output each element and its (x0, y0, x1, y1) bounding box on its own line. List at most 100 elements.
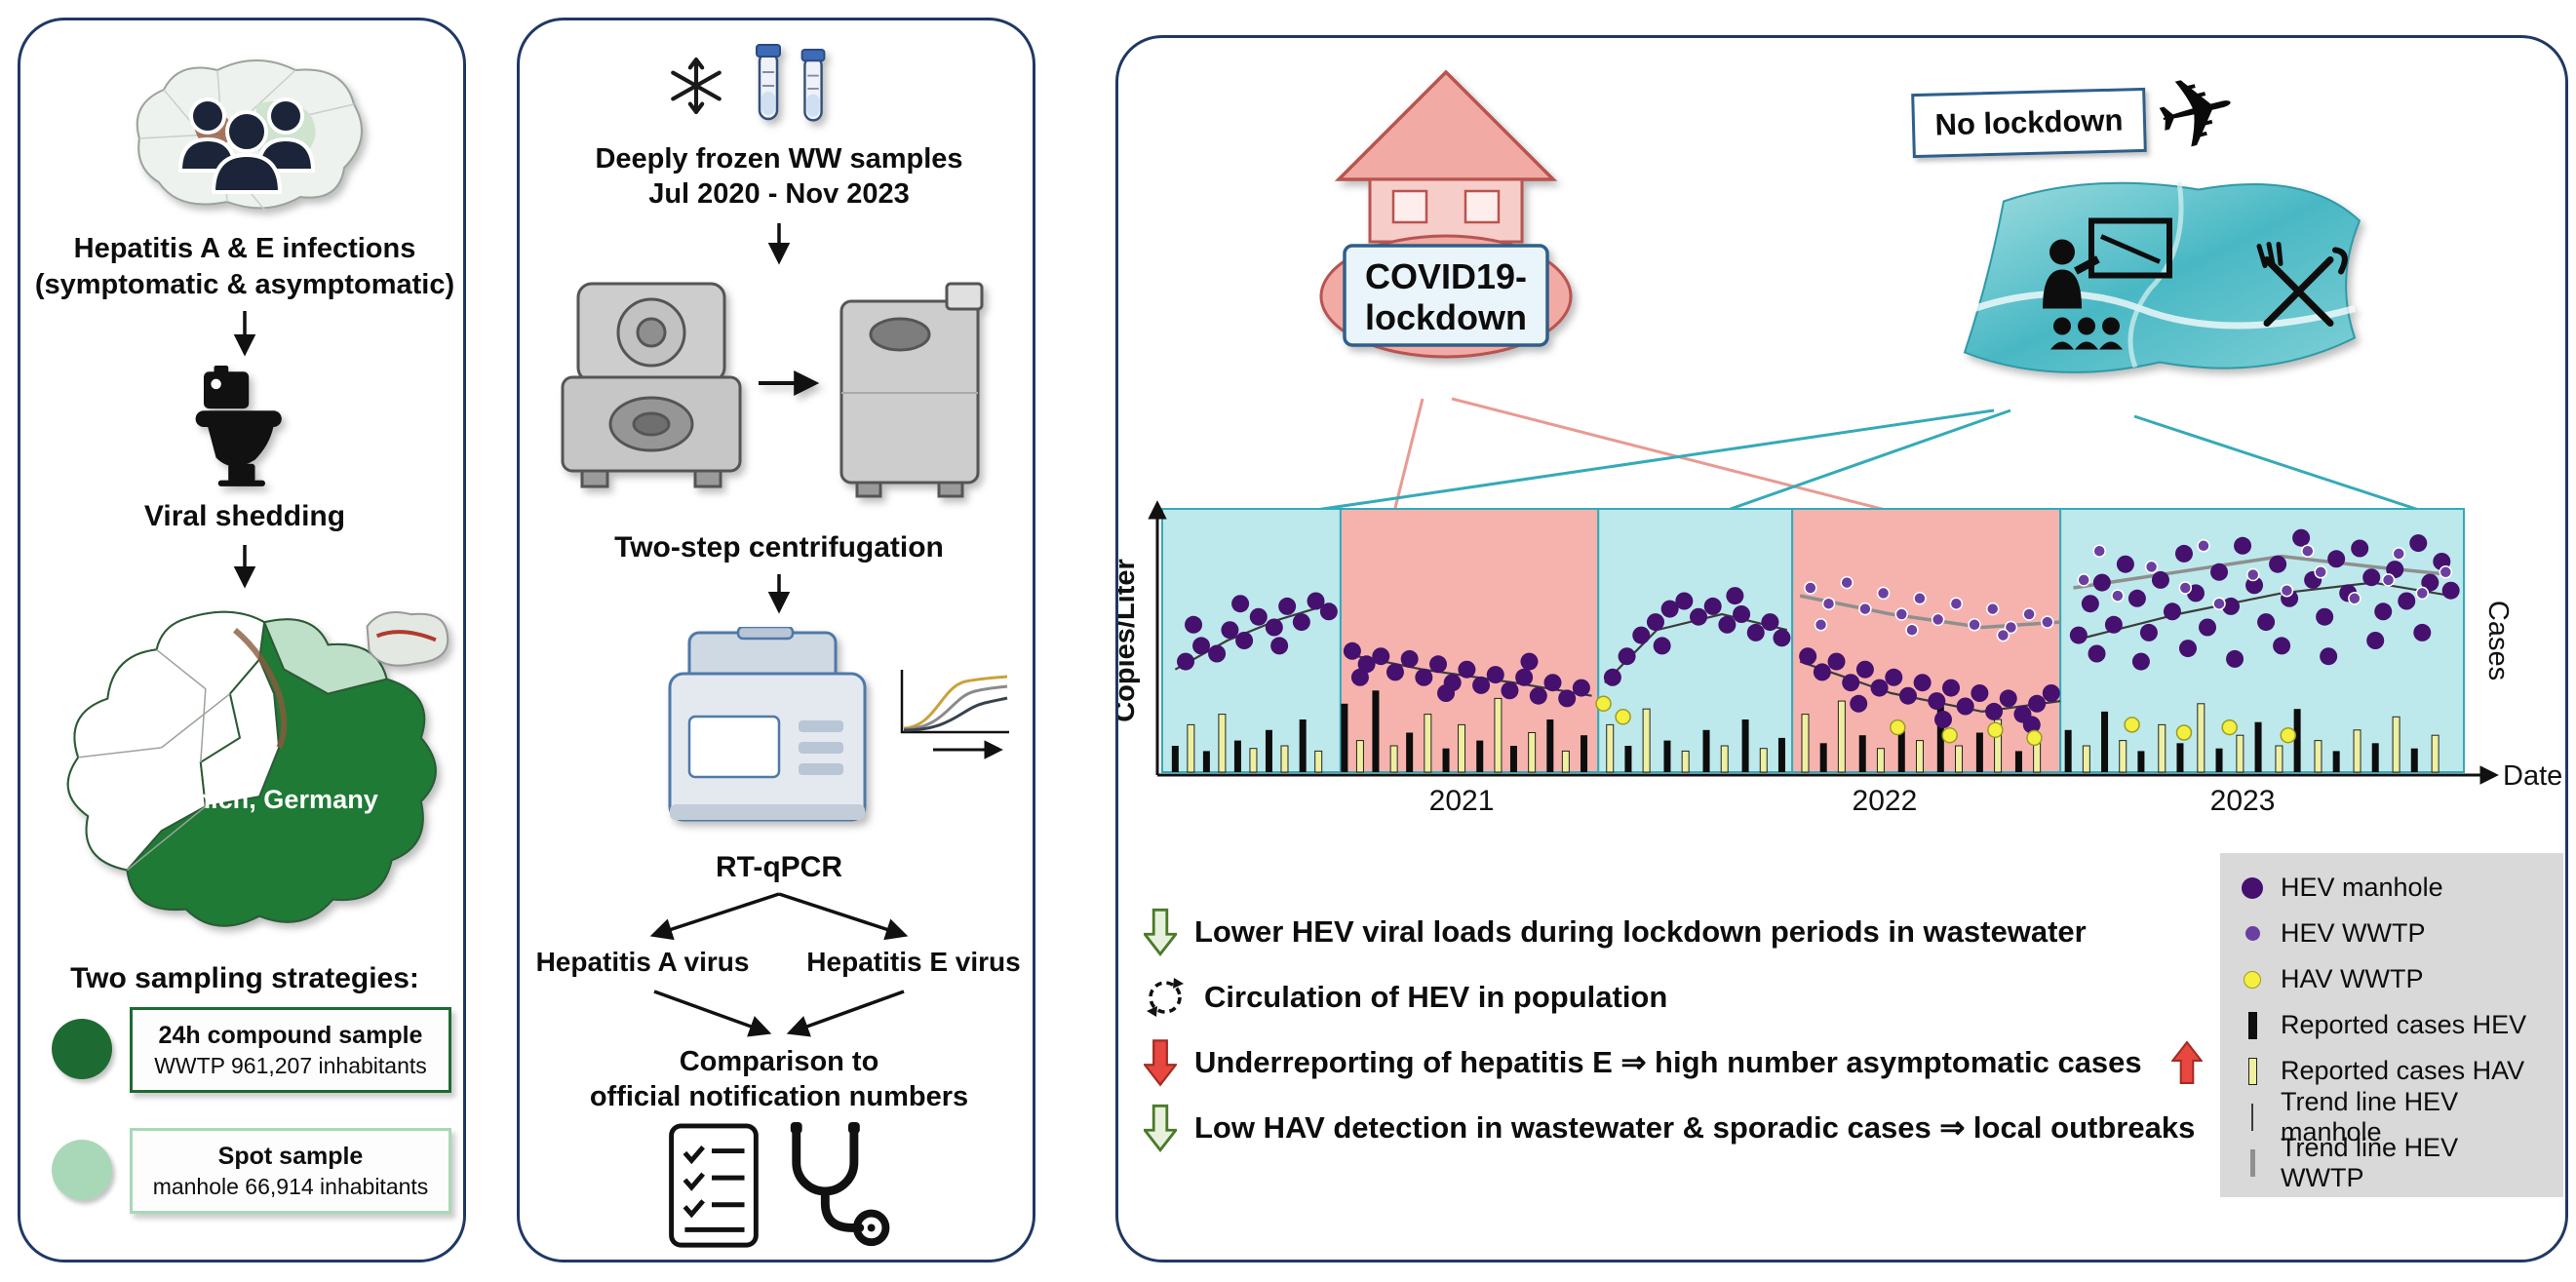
red-up-arrow-icon (2170, 1040, 2203, 1084)
hav-wwtp-dot (2221, 719, 2238, 736)
reported-cases-hev-bar (1858, 735, 1866, 772)
hev-manhole-dot (2374, 602, 2393, 621)
comparison-line2: official notification numbers (589, 1081, 969, 1112)
hev-manhole-dot (2139, 623, 2158, 641)
reported-cases-hav-bar (2314, 740, 2322, 773)
hev-wwtp-dot (2381, 573, 2396, 587)
hev-wwtp-dot (2092, 544, 2106, 558)
hev-manhole-dot (1703, 597, 1722, 615)
down-arrow (233, 311, 256, 357)
wwtp-sample-marker (52, 1019, 112, 1079)
hev-manhole-dot (2441, 581, 2460, 600)
hev-manhole-dot (1773, 629, 1791, 647)
hav-wwtp-dot (1941, 726, 1958, 744)
finding-text: Underreporting of hepatitis E ⇒ high num… (1194, 1045, 2142, 1079)
y-axis-label: Copies/Liter (1118, 559, 1141, 722)
toilet-icon (195, 366, 282, 486)
hev-manhole-dot (1437, 684, 1456, 702)
hev-wwtp-dot (2439, 565, 2453, 579)
activity-map-icon (1963, 181, 2361, 373)
reported-cases-hav-bar (1759, 748, 1768, 773)
reported-cases-hev-bar (2293, 709, 2301, 772)
reported-cases-hev-bar (2014, 751, 2022, 772)
hev-manhole-dot (1761, 613, 1779, 632)
surveillance-chart: Copies/Liter Cases Date 2021 2022 2023 (1118, 500, 2562, 817)
snowflake-icon (671, 58, 722, 114)
hev-manhole-dot (1850, 694, 1868, 713)
hev-wwtp-dot (2022, 607, 2036, 621)
hev-manhole-dot (1746, 623, 1765, 641)
hev-manhole-dot (1472, 676, 1491, 694)
hev-manhole-dot (2022, 716, 2041, 734)
reported-cases-hev-bar (2137, 751, 2145, 772)
year-tick-label: 2022 (1853, 785, 1918, 817)
infections-label: Hepatitis A & E infections (symptomatic … (20, 231, 469, 303)
reported-cases-hav-bar (2275, 745, 2283, 773)
hev-manhole-dot (1999, 689, 2017, 708)
hev-wwtp-dot (1996, 628, 2010, 642)
finding-row: Circulation of HEV in population (1144, 969, 1667, 1026)
hev-wwtp-dot (2314, 565, 2327, 579)
airplane-icon: ✈ (2143, 47, 2250, 178)
reported-cases-hev-bar (1777, 737, 1785, 772)
reported-cases-hav-bar (2236, 734, 2244, 773)
reported-cases-hav-bar (2431, 734, 2439, 773)
reported-cases-hav-bar (1458, 723, 1466, 773)
hav-wwtp-dot (1987, 721, 2004, 739)
panel-results: COVID19- lockdown No lockdown ✈ (1115, 35, 2568, 1263)
hev-manhole-dot (1675, 592, 1694, 610)
legend-row: HEV manhole (2238, 865, 2546, 911)
checklist-stethoscope-icons (669, 1121, 890, 1248)
centrifugation-label: Two-step centrifugation (614, 531, 944, 563)
legend-label: Reported cases HEV (2281, 1010, 2527, 1039)
hev-wwtp-dot (1985, 602, 2000, 616)
hev-manhole-dot (1842, 674, 1860, 692)
fork-knife-icon (2256, 242, 2348, 327)
hev-manhole-dot (1221, 621, 1239, 640)
hev-manhole-dot (1185, 615, 1203, 634)
hev-manhole-dot (2421, 573, 2439, 592)
legend-label: Trend line HEV manhole (2281, 1086, 2459, 1146)
hev-manhole-dot (1971, 684, 1989, 702)
reported-cases-hav-bar (1642, 708, 1651, 773)
hev-manhole-dot (2151, 570, 2169, 589)
manhole-sample-box: Spot sample manhole 66,914 inhabitants (130, 1128, 451, 1214)
legend-label: Trend line HEV WWTP (2281, 1132, 2459, 1192)
hev-wwtp-dot (1931, 612, 1945, 627)
hev-manhole-dot (1942, 679, 1961, 697)
legend-row: HAV WWTP (2238, 956, 2546, 1002)
hev-manhole-dot (1913, 674, 1932, 692)
hev-manhole-dot (1350, 668, 1369, 686)
hev-manhole-dot (1572, 679, 1590, 697)
hev-manhole-dot (2116, 555, 2134, 573)
reported-cases-hav-bar (1561, 750, 1570, 773)
hev-manhole-dot (1653, 637, 1671, 655)
infections-line2: (symptomatic & asymptomatic) (34, 269, 455, 300)
legend-label: HEV WWTP (2281, 918, 2426, 948)
hev-manhole-dot (1885, 668, 1903, 686)
reported-cases-hev-bar (1202, 751, 1210, 772)
hev-manhole-dot (1934, 711, 1952, 728)
hev-manhole-dot (2092, 573, 2111, 592)
hev-manhole-dot (1558, 689, 1577, 708)
reported-cases-hev-bar (2332, 751, 2340, 772)
findings-list: Lower HEV viral loads during lockdown pe… (1144, 904, 2216, 1177)
hev-wwtp-dot (2212, 597, 2226, 610)
hav-wwtp-dot (2124, 717, 2140, 733)
comparison-line1: Comparison to (679, 1046, 879, 1077)
legend-label: HEV manhole (2281, 873, 2443, 902)
converge-arrows (653, 990, 905, 1037)
hev-manhole-dot (1956, 697, 1974, 716)
reported-cases-hav-bar (1801, 714, 1810, 773)
band-no-lockdown (2059, 508, 2466, 773)
year-tick-label: 2023 (2210, 785, 2276, 817)
hev-manhole-dot (1501, 681, 1519, 700)
viral-shedding-label: Viral shedding (143, 500, 346, 532)
hev-manhole-dot (2028, 694, 2047, 713)
reported-cases-hev-bar (2215, 748, 2223, 772)
hev-manhole-dot (2222, 597, 2241, 615)
hav-wwtp-dot (2026, 729, 2043, 747)
hev-wwtp-dot (1876, 586, 1891, 601)
population-map-icon (136, 59, 363, 213)
hev-manhole-dot (1429, 655, 1448, 674)
